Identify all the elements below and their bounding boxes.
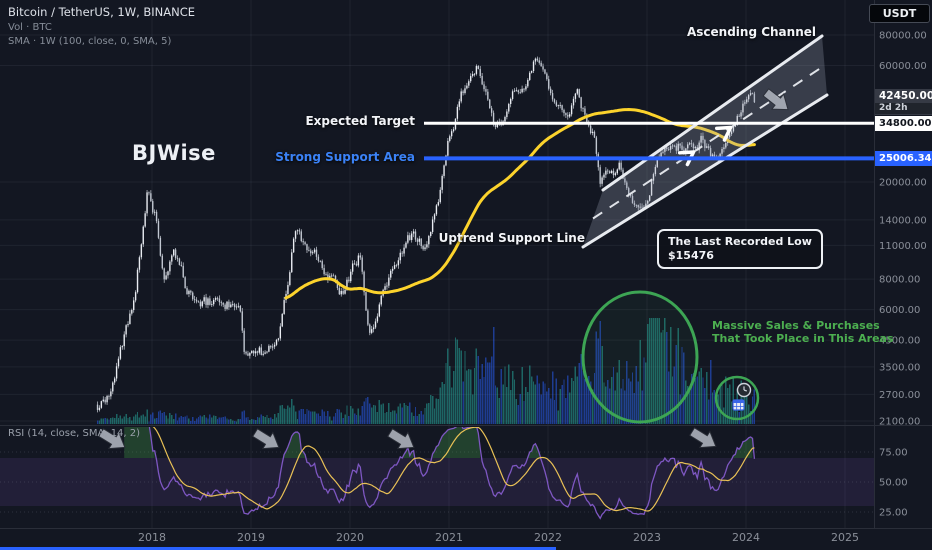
time-tick-label: 2021: [435, 531, 463, 544]
price-tick-label: 8000.00: [879, 275, 920, 286]
watermark: BJWise: [132, 141, 216, 165]
price-tick-label: 6000.00: [879, 305, 920, 316]
price-tick-label: 3500.00: [879, 362, 920, 373]
volume-indicator-legend[interactable]: Vol · BTC: [8, 22, 52, 33]
channel-top-line[interactable]: [601, 34, 824, 192]
rsi-tick-label: 75.00: [879, 448, 908, 459]
rsi-tick-label: 25.00: [879, 508, 908, 519]
volume-highlight-ellipse[interactable]: [581, 290, 699, 424]
price-tick-label: 60000.00: [879, 61, 927, 72]
channel-chevron-icon: [677, 150, 696, 167]
small-highlight-circle[interactable]: [714, 375, 760, 421]
rsi-indicator-legend[interactable]: RSI (14, close, SMA, 14, 2): [8, 428, 141, 439]
time-tick-label: 2024: [732, 531, 760, 544]
time-tick-label: 2018: [138, 531, 166, 544]
price-tick-label: 14000.00: [879, 215, 927, 226]
channel-bottom-line[interactable]: [581, 93, 829, 249]
target-price-badge: 34800.00: [875, 115, 932, 131]
bar-countdown: 2d 2h: [875, 103, 932, 115]
gray-arrow-icon: [387, 428, 415, 450]
time-tick-label: 2023: [633, 531, 661, 544]
price-tick-label: 20000.00: [879, 178, 927, 189]
rsi-tick-label: 50.00: [879, 478, 908, 489]
massive-sales-line1: Massive Sales & Purchases: [712, 319, 880, 332]
price-tick-label: 2100.00: [879, 417, 920, 428]
symbol-title[interactable]: Bitcoin / TetherUS, 1W, BINANCE: [8, 5, 196, 19]
price-tick-label: 11000.00: [879, 241, 927, 252]
bottom-accent-bar: [0, 547, 556, 550]
currency-toggle-button[interactable]: USDT: [869, 4, 930, 23]
current-price-badge: 42450.00 2d 2h: [875, 89, 932, 116]
strong-support-label: Strong Support Area: [275, 150, 415, 164]
time-tick-label: 2019: [237, 531, 265, 544]
expected-target-label: Expected Target: [305, 114, 415, 128]
price-tick-label: 2700.00: [879, 390, 920, 401]
rsi-pane: [124, 427, 756, 520]
clock-icon: [736, 382, 752, 398]
channel-middle-dashed-line[interactable]: [592, 64, 826, 220]
volume-bars: [96, 318, 756, 424]
price-tick-label: 4500.00: [879, 336, 920, 347]
last-low-value: $15476: [668, 249, 714, 262]
chart-legend: Bitcoin / TetherUS, 1W, BINANCE Vol · BT…: [8, 5, 195, 47]
current-price-value: 42450.00: [879, 90, 932, 103]
uptrend-support-label: Uptrend Support Line: [438, 231, 585, 245]
ascending-channel-label: Ascending Channel: [686, 25, 816, 39]
gray-arrow-icon: [98, 428, 126, 450]
time-tick-label: 2020: [336, 531, 364, 544]
time-tick-label: 2025: [831, 531, 859, 544]
last-low-text: The Last Recorded Low: [668, 235, 812, 248]
ascending-channel-fill[interactable]: [583, 36, 827, 247]
time-tick-label: 2022: [534, 531, 562, 544]
gray-arrow-icon: [252, 428, 280, 450]
massive-sales-note: Massive Sales & Purchases That Took Plac…: [712, 319, 894, 345]
sma-indicator-legend[interactable]: SMA · 1W (100, close, 0, SMA, 5): [8, 36, 172, 47]
gray-arrow-icon: [689, 427, 717, 449]
gray-arrow-icon: [762, 88, 789, 111]
channel-chevron-icon: [714, 125, 733, 142]
last-low-callout: The Last Recorded Low $15476: [657, 229, 823, 269]
support-price-badge: 25006.34: [875, 150, 932, 166]
candlesticks: [96, 56, 756, 413]
calendar-icon: [732, 399, 745, 411]
price-tick-label: 80000.00: [879, 31, 927, 42]
massive-sales-line2: That Took Place in This Areas: [712, 332, 894, 345]
